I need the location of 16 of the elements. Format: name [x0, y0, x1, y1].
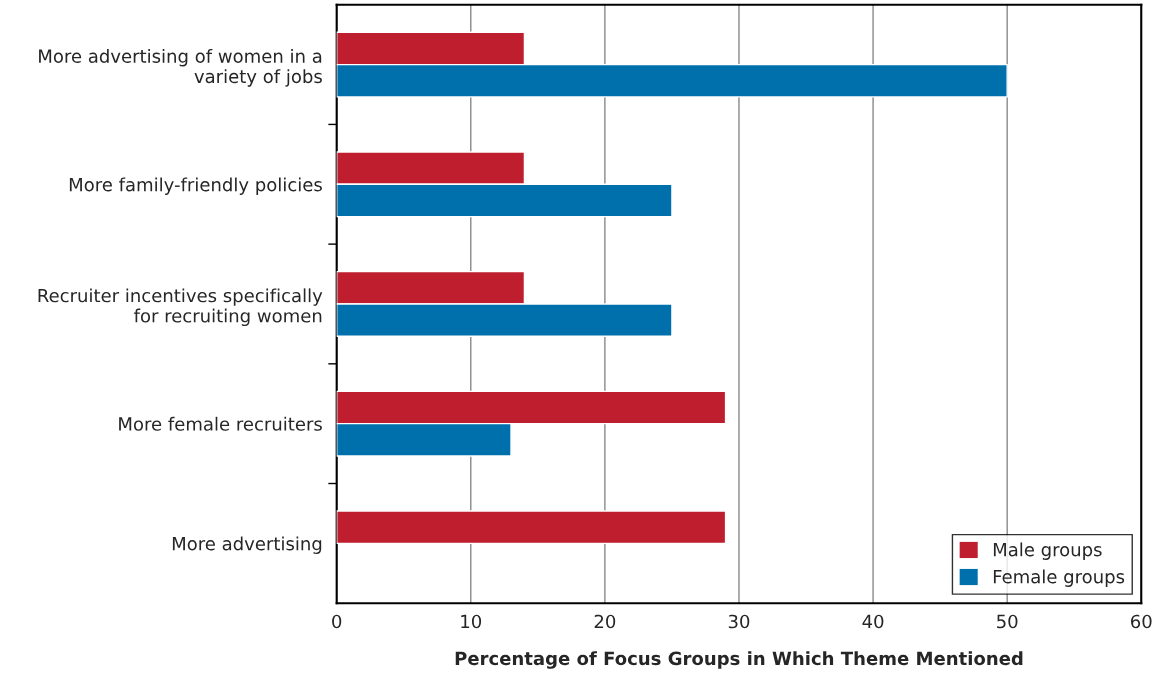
y-tick-label: Recruiter incentives specifically for recruiting women [38, 288, 323, 327]
legend-label: Female groups [993, 569, 1125, 587]
legend-label: Male groups [993, 542, 1102, 560]
x-axis-title: Percentage of Focus Groups in Which Theme Mentioned [455, 651, 1023, 669]
x-tick-label: 0 [332, 614, 342, 629]
x-tick-label: 50 [997, 614, 1018, 629]
y-tick-label: More advertising [172, 536, 322, 554]
x-tick-label: 30 [728, 614, 750, 629]
y-tick-label: More family-friendly policies [69, 177, 322, 195]
x-tick-label: 60 [1131, 614, 1152, 629]
x-tick-label: 10 [461, 614, 482, 629]
bar [336, 510, 727, 545]
x-tick-label: 20 [594, 614, 616, 629]
x-tick-label: 40 [862, 614, 884, 629]
y-tick-label: More advertising of women in a variety of jobs [39, 48, 322, 87]
y-tick-label: More female recruiters [119, 416, 322, 431]
